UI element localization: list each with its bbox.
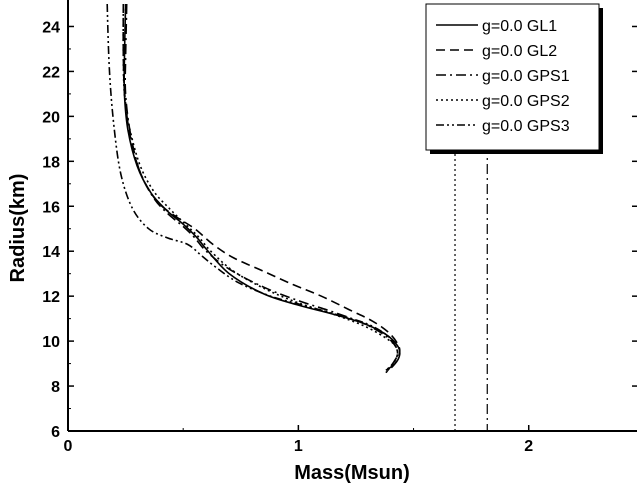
y-tick-label: 14 [42, 244, 60, 261]
x-tick-label: 0 [64, 438, 73, 455]
y-tick-label: 10 [42, 334, 60, 351]
legend-label: g=0.0 GPS2 [482, 93, 570, 110]
y-tick-label: 20 [42, 109, 60, 126]
legend-label: g=0.0 GL1 [482, 18, 557, 35]
y-tick-label: 6 [51, 424, 60, 441]
x-axis-title: Mass(Msun) [294, 462, 410, 484]
legend-label: g=0.0 GPS1 [482, 68, 570, 85]
series-line-2 [122, 4, 401, 374]
series-line-3 [124, 4, 399, 374]
y-axis-title: Radius(km) [7, 174, 29, 283]
y-tick-label: 24 [42, 19, 60, 36]
plot-area [106, 4, 488, 431]
y-axis: 6 8 10 12 14 16 18 20 22 24 [42, 19, 637, 441]
x-tick-label: 1 [294, 438, 303, 455]
legend-label: g=0.0 GL2 [482, 43, 557, 60]
y-tick-label: 8 [51, 379, 60, 396]
y-tick-label: 16 [42, 199, 60, 216]
legend: g=0.0 GL1 g=0.0 GL2 g=0.0 GPS1 g=0.0 GPS2 g=… [425, 3, 603, 154]
series-line-4 [122, 4, 399, 371]
legend-box [425, 3, 600, 151]
legend-label: g=0.0 GPS3 [482, 118, 570, 135]
series-line-1 [123, 4, 401, 371]
y-tick-label: 22 [42, 64, 60, 81]
series-line-5 [106, 4, 399, 374]
y-tick-label: 18 [42, 154, 60, 171]
x-tick-label: 2 [524, 438, 533, 455]
y-tick-label: 12 [42, 289, 60, 306]
x-axis: 0 1 2 [64, 425, 533, 455]
